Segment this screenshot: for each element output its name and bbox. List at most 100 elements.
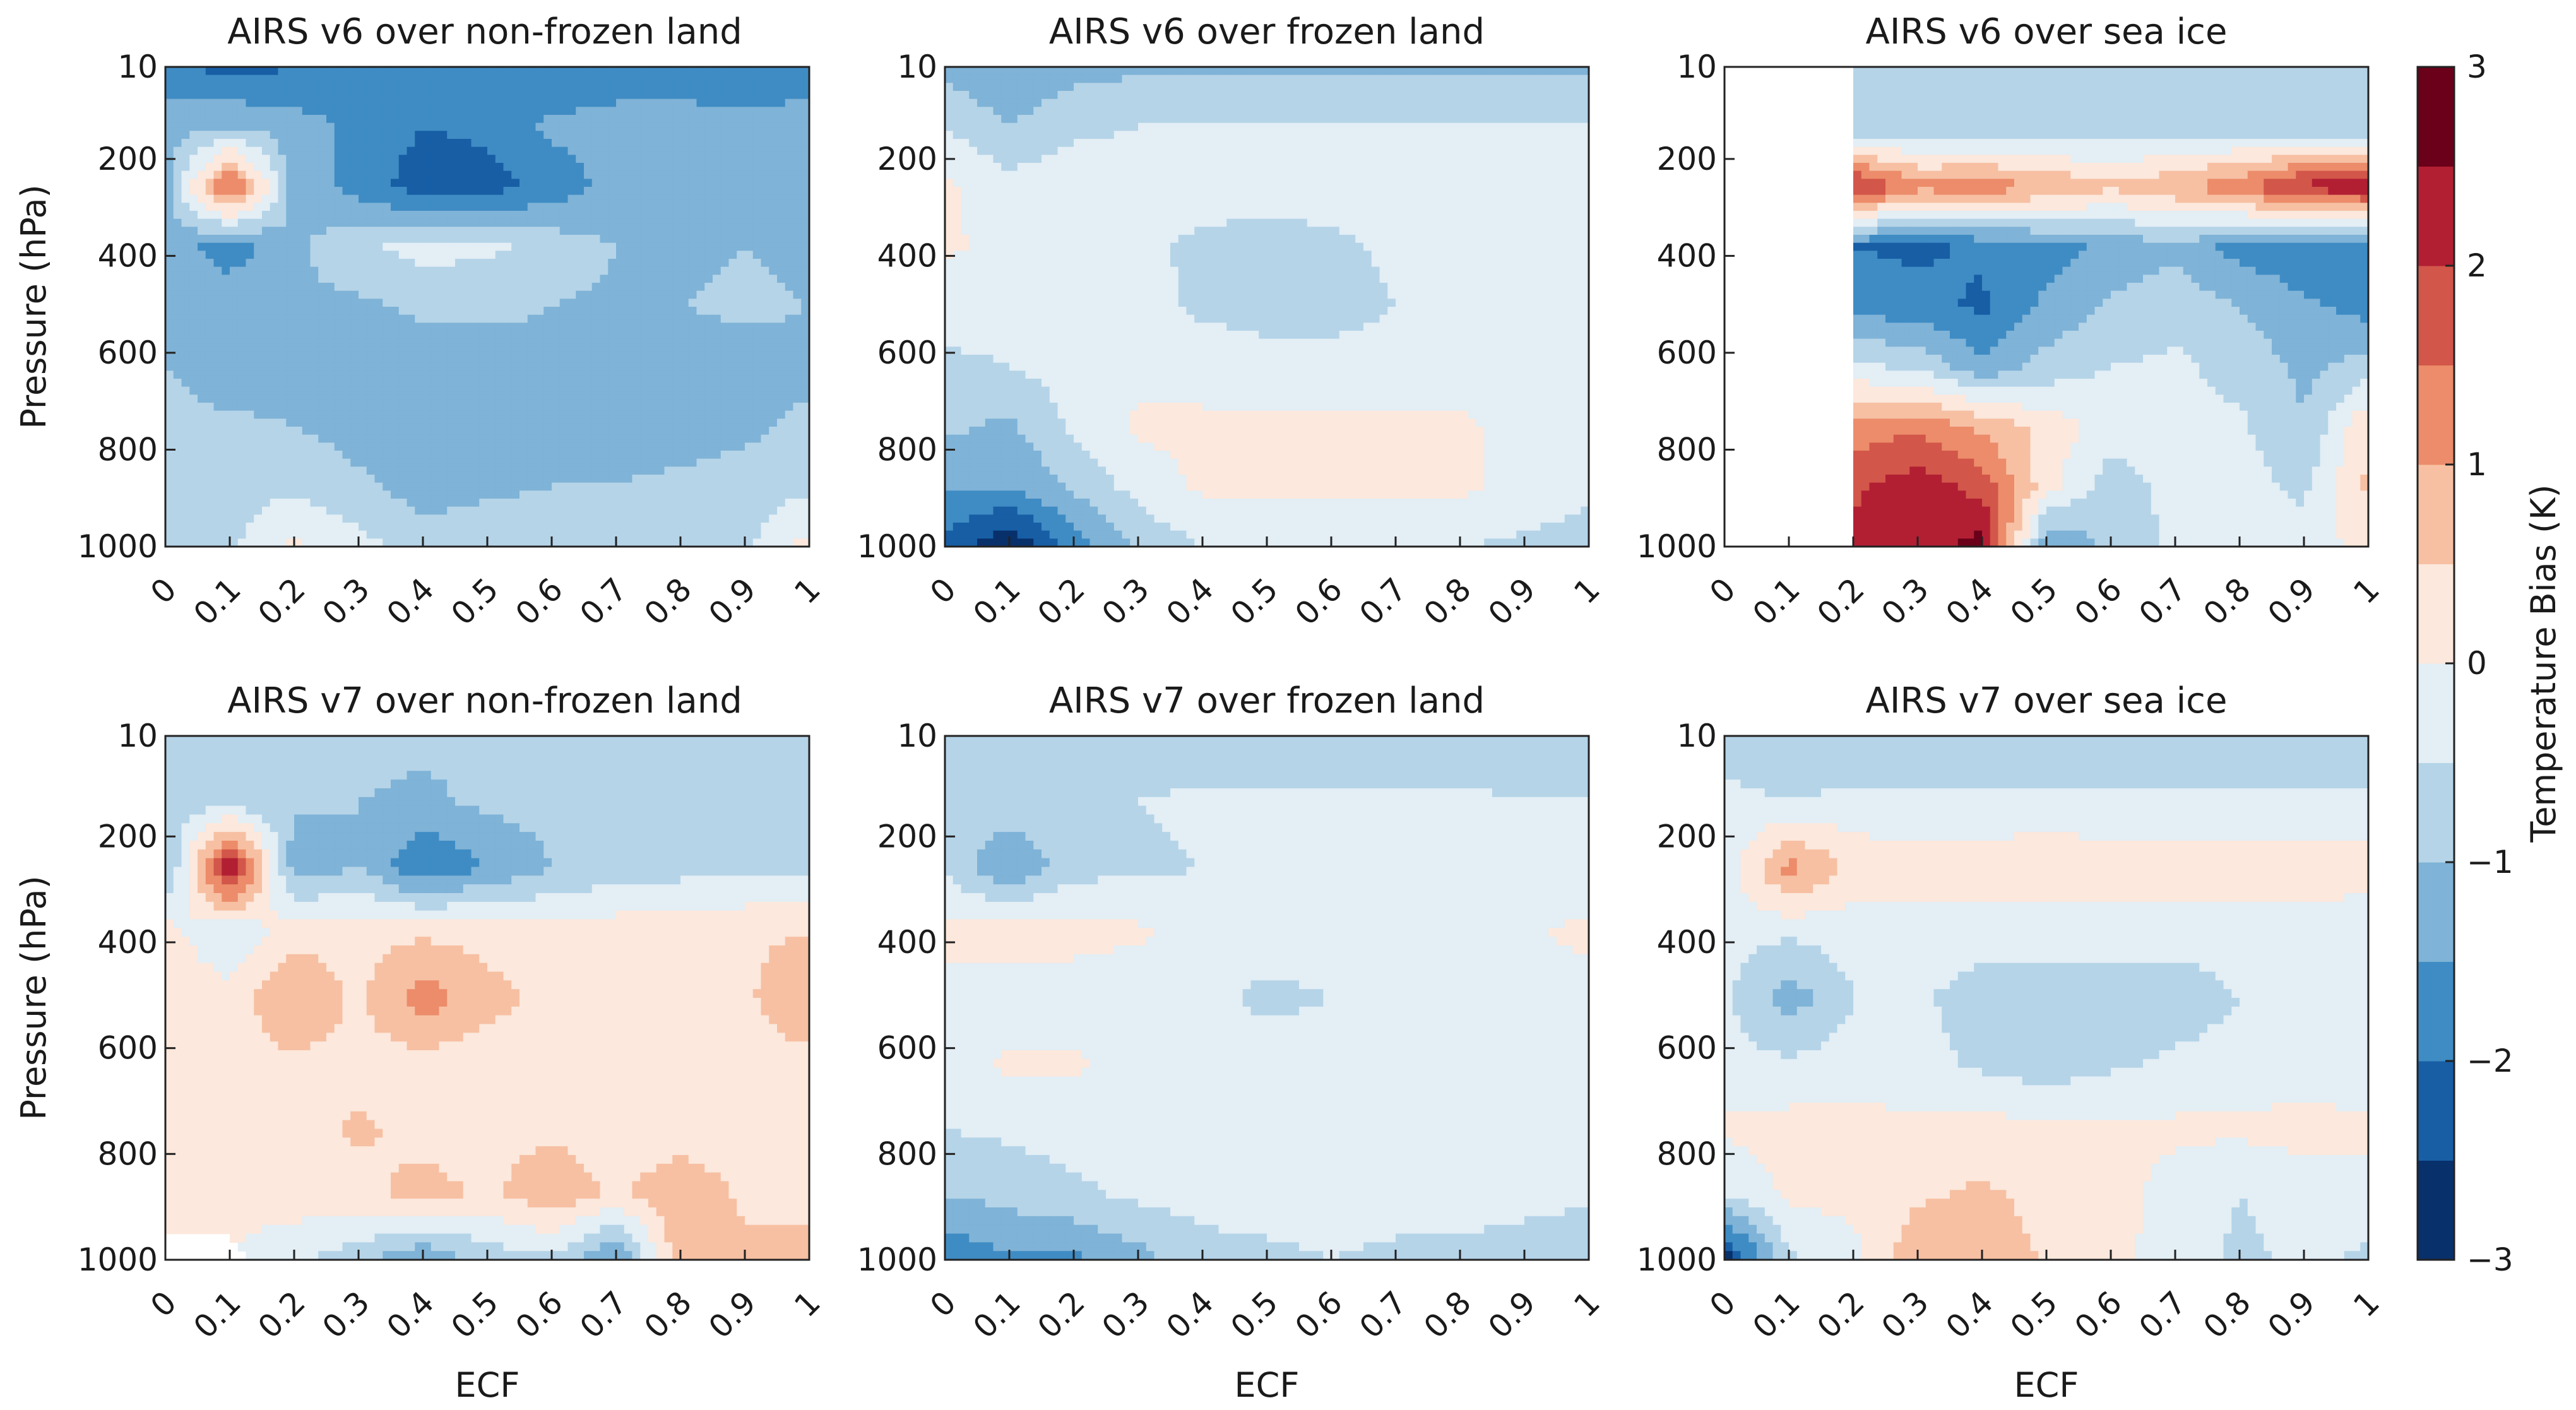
heatmap-cell [206, 115, 215, 123]
figure: AIRS v6 over non-frozen land 10200400600… [0, 0, 2576, 1410]
heatmap-cell [632, 67, 641, 75]
heatmap-cell [713, 115, 721, 123]
heatmap-cell [254, 147, 263, 155]
heatmap-cell [592, 163, 601, 171]
heatmap-cell [286, 99, 295, 107]
heatmap-cell [697, 163, 706, 171]
heatmap-cell [713, 163, 721, 171]
heatmap-cell [729, 155, 738, 163]
heatmap-cell [640, 91, 649, 99]
heatmap-cell [713, 83, 721, 91]
heatmap-cell [165, 91, 174, 99]
heatmap-cell [311, 115, 319, 123]
heatmap-cell [326, 139, 335, 147]
heatmap-cell [189, 171, 198, 179]
heatmap-cell [375, 123, 384, 131]
heatmap-cell [487, 139, 496, 147]
heatmap-cell [543, 91, 552, 99]
heatmap-cell [198, 171, 206, 179]
heatmap-cell [592, 67, 601, 75]
heatmap-cell [656, 91, 665, 99]
heatmap-cell [423, 163, 432, 171]
heatmap-cell [343, 91, 352, 99]
heatmap-cell [222, 107, 230, 115]
heatmap-cell [165, 163, 174, 171]
heatmap-cell [311, 155, 319, 163]
heatmap-cell [761, 123, 770, 131]
heatmap-cell [318, 91, 327, 99]
heatmap-cell [648, 155, 657, 163]
heatmap-cell [632, 107, 641, 115]
heatmap-cell [407, 163, 416, 171]
heatmap-cell [608, 115, 617, 123]
heatmap-cell [399, 163, 408, 171]
heatmap-cell [584, 139, 593, 147]
heatmap-cell [576, 107, 585, 115]
heatmap-cell [335, 83, 343, 91]
heatmap-cell [254, 83, 263, 91]
heatmap-cell [729, 107, 738, 115]
heatmap-cell [721, 139, 730, 147]
heatmap-cell [785, 75, 794, 83]
heatmap-cell [552, 107, 561, 115]
heatmap-cell [455, 123, 464, 131]
heatmap-cell [302, 67, 311, 75]
heatmap-cell [238, 139, 247, 147]
heatmap-cell [286, 163, 295, 171]
heatmap-cell [399, 83, 408, 91]
heatmap-cell [302, 107, 311, 115]
heatmap-cell [761, 67, 770, 75]
heatmap-cell [399, 147, 408, 155]
heatmap-cell [455, 155, 464, 163]
heatmap-cell [729, 115, 738, 123]
heatmap-cell [632, 99, 641, 107]
heatmap-cell [737, 99, 745, 107]
heatmap-cell [528, 147, 537, 155]
heatmap-cell [704, 75, 713, 83]
heatmap-cell [335, 155, 343, 163]
heatmap-cell [335, 163, 343, 171]
heatmap-cell [536, 75, 545, 83]
heatmap-cell [230, 75, 239, 83]
heatmap-cell [246, 123, 255, 131]
heatmap-cell [793, 67, 802, 75]
heatmap-cell [777, 131, 786, 139]
heatmap-cell [479, 155, 488, 163]
heatmap-cell [439, 91, 448, 99]
heatmap-cell [672, 123, 681, 131]
heatmap-cell [472, 91, 480, 99]
heatmap-cell [576, 131, 585, 139]
heatmap-cell [270, 131, 279, 139]
heatmap-cell [254, 67, 263, 75]
heatmap-cell [568, 115, 577, 123]
heatmap-cell [793, 139, 802, 147]
heatmap-cell [487, 107, 496, 115]
heatmap-cell [753, 147, 762, 155]
heatmap-cell [648, 75, 657, 83]
heatmap-cell [399, 115, 408, 123]
heatmap-cell [504, 163, 513, 171]
heatmap-cell [375, 75, 384, 83]
heatmap-cell [383, 91, 391, 99]
heatmap-cell [238, 107, 247, 115]
heatmap-cell [528, 163, 537, 171]
heatmap-cell [359, 139, 367, 147]
heatmap-cell [189, 67, 198, 75]
heatmap-cell [672, 115, 681, 123]
heatmap-cell [399, 75, 408, 83]
heatmap-cell [777, 123, 786, 131]
heatmap-cell [648, 67, 657, 75]
heatmap-cell [560, 67, 569, 75]
heatmap-cell [656, 123, 665, 131]
heatmap-cell [230, 163, 239, 171]
heatmap-cell [543, 139, 552, 147]
heatmap-cell [761, 155, 770, 163]
heatmap-cell [294, 67, 303, 75]
heatmap-cell [238, 67, 247, 75]
heatmap-cell [431, 123, 440, 131]
heatmap-cell [278, 155, 287, 163]
heatmap-cell [230, 99, 239, 107]
heatmap-cell [246, 107, 255, 115]
heatmap-cell [511, 163, 520, 171]
heatmap-cell [423, 115, 432, 123]
